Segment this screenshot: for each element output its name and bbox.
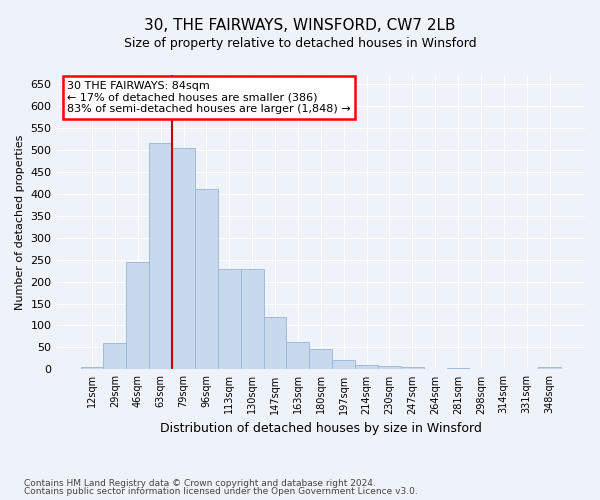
Bar [401, 367, 424, 370]
Text: Contains public sector information licensed under the Open Government Licence v3: Contains public sector information licen… [24, 487, 418, 496]
Bar [127, 262, 149, 370]
Bar [332, 360, 355, 370]
Bar [493, 368, 515, 370]
Y-axis label: Number of detached properties: Number of detached properties [15, 134, 25, 310]
Bar [195, 190, 218, 370]
Bar [263, 316, 286, 370]
Bar [310, 349, 332, 370]
Bar [538, 367, 561, 370]
Bar [241, 269, 263, 370]
Text: 30 THE FAIRWAYS: 84sqm
← 17% of detached houses are smaller (386)
83% of semi-de: 30 THE FAIRWAYS: 84sqm ← 17% of detached… [67, 81, 351, 114]
Bar [424, 368, 446, 370]
Bar [172, 148, 195, 370]
Bar [80, 367, 103, 370]
Bar [286, 342, 310, 369]
Bar [378, 366, 401, 370]
X-axis label: Distribution of detached houses by size in Winsford: Distribution of detached houses by size … [160, 422, 482, 435]
Text: Contains HM Land Registry data © Crown copyright and database right 2024.: Contains HM Land Registry data © Crown c… [24, 478, 376, 488]
Bar [103, 343, 127, 369]
Bar [446, 368, 469, 370]
Bar [149, 143, 172, 370]
Bar [355, 365, 378, 370]
Text: Size of property relative to detached houses in Winsford: Size of property relative to detached ho… [124, 38, 476, 51]
Bar [218, 269, 241, 370]
Text: 30, THE FAIRWAYS, WINSFORD, CW7 2LB: 30, THE FAIRWAYS, WINSFORD, CW7 2LB [144, 18, 456, 32]
